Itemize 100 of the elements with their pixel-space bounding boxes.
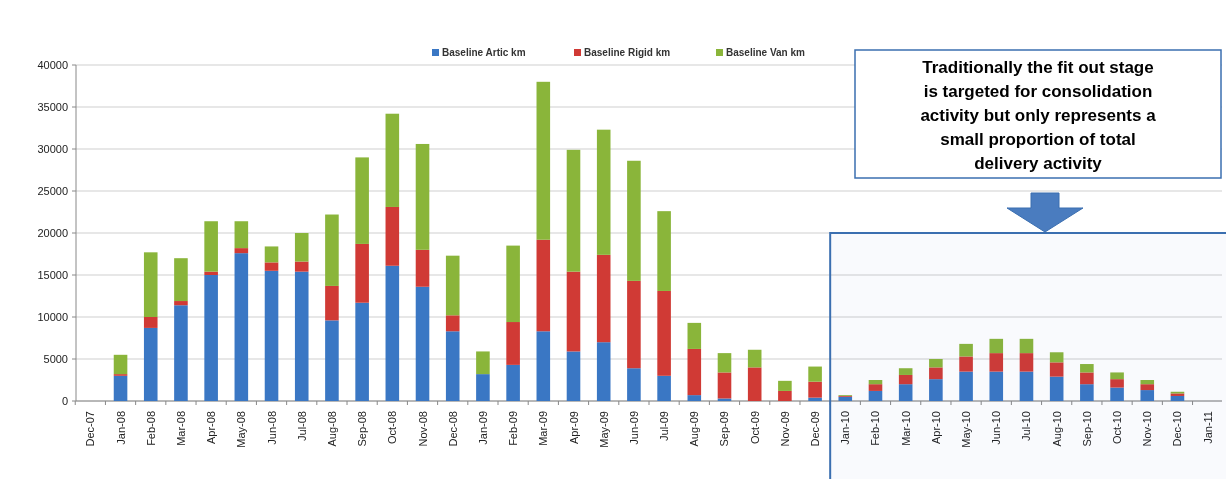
bar — [294, 233, 309, 262]
bar — [989, 371, 1004, 401]
legend-label: Baseline Rigid km — [584, 47, 671, 58]
bar — [385, 206, 400, 266]
bar — [174, 301, 188, 306]
x-tick-label: Jan-11 — [1201, 411, 1214, 444]
bar — [657, 290, 671, 376]
annotation: Traditionally the fit out stage is targeted for consolidation activity but only represents a small proportion of total delivery activity — [920, 58, 1157, 173]
bar — [536, 331, 551, 401]
bar — [929, 359, 943, 368]
bar — [143, 327, 158, 401]
x-tick-label: Jul-09 — [658, 411, 671, 441]
x-tick-label: Apr-09 — [567, 411, 580, 445]
bar — [506, 364, 520, 401]
x-tick-label: Aug-10 — [1050, 411, 1063, 447]
bar — [174, 305, 188, 401]
bar — [1110, 387, 1124, 401]
bar — [1140, 384, 1155, 391]
bar — [1019, 338, 1034, 354]
bar — [264, 246, 279, 263]
x-tick-label: Nov-10 — [1141, 411, 1154, 447]
x-tick-label: May-09 — [597, 411, 610, 448]
bar — [264, 262, 279, 271]
x-tick-label: Nov-09 — [778, 411, 791, 447]
bar — [1080, 384, 1094, 401]
bar — [596, 254, 611, 343]
bar — [747, 367, 762, 401]
bar — [1110, 379, 1124, 388]
y-tick-label: 30000 — [37, 143, 68, 155]
y-tick-label: 35000 — [37, 101, 68, 113]
bar — [808, 366, 822, 382]
x-tick-label: Aug-08 — [325, 411, 338, 447]
x-tick-label: Mar-08 — [174, 411, 187, 446]
x-tick-label: Jan-09 — [476, 411, 489, 445]
bar — [657, 375, 671, 401]
x-tick-label: Sep-08 — [356, 411, 369, 447]
x-tick-label: Mar-10 — [899, 411, 912, 446]
bar — [294, 271, 309, 401]
x-tick-label: Jun-08 — [265, 411, 278, 445]
bar — [1170, 395, 1185, 401]
bar — [1049, 376, 1064, 401]
x-tick-label: Jan-08 — [114, 411, 127, 445]
bar — [717, 372, 732, 399]
x-tick-label: Jul-08 — [295, 411, 308, 441]
bar — [778, 390, 792, 401]
bar — [627, 160, 641, 281]
bar — [143, 252, 158, 317]
bar — [717, 398, 732, 401]
bar — [1019, 371, 1034, 401]
bar — [627, 280, 641, 369]
x-tick-label: Apr-08 — [205, 411, 218, 445]
bar — [355, 302, 369, 401]
bar — [778, 380, 792, 391]
bar — [294, 261, 309, 272]
bar — [234, 221, 249, 249]
x-tick-label: Oct-09 — [748, 411, 761, 445]
x-tick-label: Oct-08 — [386, 411, 399, 445]
bar — [959, 371, 973, 401]
bar — [989, 338, 1004, 354]
y-tick-label: 0 — [61, 395, 68, 407]
bar — [1140, 380, 1155, 385]
bar — [113, 375, 128, 401]
bar — [566, 149, 581, 272]
x-tick-label: Apr-10 — [929, 411, 942, 445]
bar — [657, 211, 671, 291]
x-tick-label: Sep-09 — [718, 411, 731, 447]
bar — [898, 374, 913, 385]
bar — [113, 354, 128, 375]
x-tick-label: Aug-09 — [688, 411, 701, 447]
x-tick-label: Feb-10 — [869, 411, 882, 446]
bar — [325, 320, 339, 401]
bar — [385, 113, 400, 207]
bar — [868, 390, 883, 401]
bar — [868, 384, 883, 391]
bar — [868, 380, 883, 385]
legend-label: Baseline Artic km — [442, 47, 526, 58]
x-tick-label: Feb-08 — [144, 411, 157, 446]
bar — [687, 395, 702, 401]
bar — [1110, 372, 1124, 380]
bar — [355, 243, 369, 303]
bar — [325, 214, 339, 286]
bar — [355, 157, 369, 244]
bar — [415, 143, 430, 250]
bar — [838, 396, 853, 401]
x-tick-label: Dec-07 — [84, 411, 97, 447]
x-tick-label: Dec-09 — [809, 411, 822, 447]
legend-label: Baseline Van km — [726, 47, 806, 58]
x-tick-label: Feb-09 — [507, 411, 520, 446]
bar — [234, 253, 249, 401]
bar — [506, 245, 520, 323]
bar — [204, 275, 218, 401]
bar — [898, 384, 913, 401]
bar — [325, 285, 339, 321]
x-tick-label: Sep-10 — [1080, 411, 1093, 447]
x-tick-label: Dec-10 — [1171, 411, 1184, 447]
bar — [445, 331, 460, 401]
x-tick-label: Jun-09 — [627, 411, 640, 445]
bar — [959, 343, 973, 357]
bar — [717, 353, 732, 373]
bar — [898, 368, 913, 375]
